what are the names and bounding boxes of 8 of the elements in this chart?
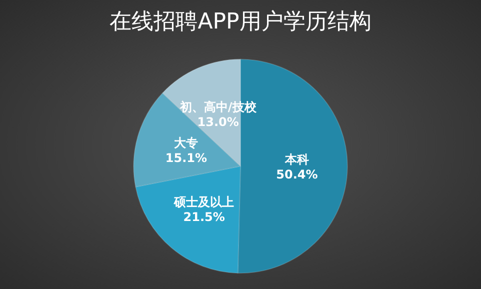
- data-label: 50.4%: [276, 167, 318, 182]
- data-label: 13.0%: [197, 114, 239, 129]
- data-label: 15.1%: [165, 151, 208, 166]
- slice-label: 本科: [284, 152, 309, 166]
- data-label: 21.5%: [183, 210, 225, 224]
- chart-title: 在线招聘APP用户学历结构: [110, 10, 372, 34]
- slice-label: 大专: [174, 136, 198, 150]
- slice-label: 硕士及以上: [173, 194, 234, 209]
